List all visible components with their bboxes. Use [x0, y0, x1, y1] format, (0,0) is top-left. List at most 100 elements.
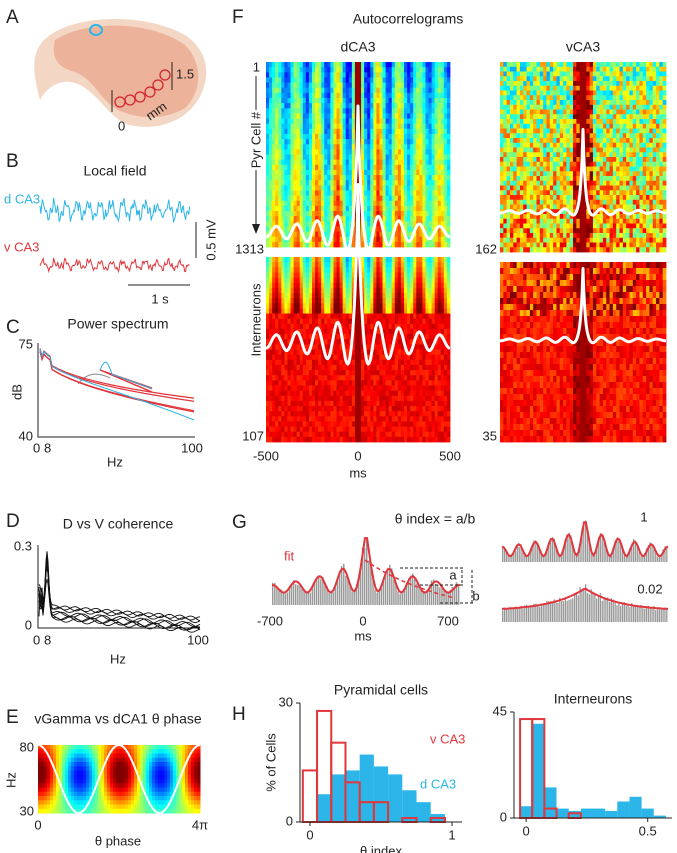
heat-cell	[431, 226, 436, 232]
heat-cell	[327, 282, 331, 289]
heat-cell	[86, 766, 90, 771]
heat-cell	[318, 349, 322, 356]
heat-cell	[416, 339, 420, 345]
heat-cell	[315, 200, 319, 207]
heat-cell	[345, 236, 350, 243]
heat-cell	[339, 262, 344, 268]
heat-cell	[336, 416, 340, 422]
heat-cell	[296, 298, 301, 304]
heat-cell	[364, 298, 368, 304]
x-tick-label: 700	[437, 613, 459, 628]
heat-cell	[351, 354, 356, 361]
heat-cell	[437, 139, 442, 145]
heat-cell	[440, 108, 445, 114]
heat-cell	[179, 800, 183, 805]
heat-cell	[275, 359, 279, 366]
heat-cell	[74, 791, 78, 797]
heat-cell	[164, 787, 168, 793]
heat-cell	[373, 154, 377, 161]
heat-cell	[302, 303, 307, 309]
heat-cell	[400, 411, 405, 417]
heat-cell	[394, 180, 399, 186]
heat-cell	[318, 236, 322, 243]
heat-cell	[149, 787, 153, 793]
heat-cell	[50, 770, 54, 776]
heat-cell	[361, 292, 365, 299]
heat-cell	[95, 745, 99, 750]
heat-cell	[345, 344, 350, 350]
heat-cell	[95, 800, 99, 805]
heat-cell	[367, 133, 371, 140]
heat-cell	[272, 200, 276, 207]
heat-cell	[370, 195, 374, 202]
heat-cell	[422, 411, 426, 417]
heat-cell	[400, 62, 405, 68]
heat-cell	[327, 390, 331, 397]
heat-cell	[327, 323, 331, 330]
heat-cell	[86, 770, 90, 776]
heat-cell	[388, 426, 393, 433]
heat-cell	[293, 436, 298, 443]
heat-cell	[308, 72, 313, 78]
heat-cell	[339, 318, 344, 325]
heat-cell	[161, 753, 165, 759]
heat-cell	[107, 783, 111, 788]
heat-cell	[413, 308, 417, 314]
heat-cell	[188, 757, 192, 763]
heat-cell	[312, 175, 316, 181]
heat-cell	[197, 796, 201, 801]
heat-cell	[391, 82, 396, 89]
heat-cell	[321, 180, 325, 186]
heat-cell	[413, 292, 417, 299]
heat-cell	[416, 159, 420, 166]
heat-cell	[281, 262, 285, 268]
heat-cell	[327, 411, 331, 417]
heat-cell	[290, 308, 294, 314]
heat-cell	[272, 139, 276, 145]
heat-cell	[293, 411, 298, 417]
heat-cell	[134, 791, 138, 797]
heat-cell	[318, 395, 322, 402]
heat-cell	[361, 287, 365, 294]
heat-cell	[345, 282, 350, 289]
heat-cell	[336, 328, 340, 335]
heat-cell	[293, 395, 298, 402]
heat-cell	[434, 236, 439, 243]
heat-cell	[376, 113, 380, 119]
heat-cell	[419, 92, 423, 99]
heat-cell	[47, 783, 51, 788]
heat-cell	[358, 426, 362, 433]
heat-cell	[394, 118, 399, 125]
heat-cell	[413, 354, 417, 361]
heat-cell	[293, 359, 298, 366]
heat-cell	[290, 97, 294, 104]
a-label: a	[449, 567, 457, 582]
heat-cell	[416, 241, 420, 248]
heat-cell	[407, 436, 411, 443]
heat-cell	[56, 745, 60, 750]
heat-cell	[345, 195, 350, 202]
heat-cell	[71, 808, 75, 814]
heat-cell	[266, 349, 270, 356]
heat-cell	[41, 766, 45, 771]
heat-cell	[324, 149, 328, 155]
heat-cell	[422, 287, 426, 294]
heat-cell	[53, 770, 57, 776]
heat-cell	[284, 303, 288, 309]
heat-cell	[416, 431, 420, 438]
heat-cell	[324, 164, 328, 171]
heat-cell	[404, 226, 408, 232]
heat-cell	[83, 745, 87, 750]
heat-cell	[312, 92, 316, 99]
heat-cell	[293, 318, 298, 325]
heat-cell	[281, 195, 285, 202]
heat-cell	[388, 169, 393, 176]
heat-cell	[348, 380, 353, 386]
heat-cell	[272, 133, 276, 140]
heat-cell	[290, 128, 294, 135]
heat-cell	[361, 236, 365, 243]
heat-cell	[342, 272, 347, 278]
heat-cell	[191, 745, 195, 750]
heat-cell	[194, 791, 198, 797]
heat-cell	[361, 267, 365, 273]
